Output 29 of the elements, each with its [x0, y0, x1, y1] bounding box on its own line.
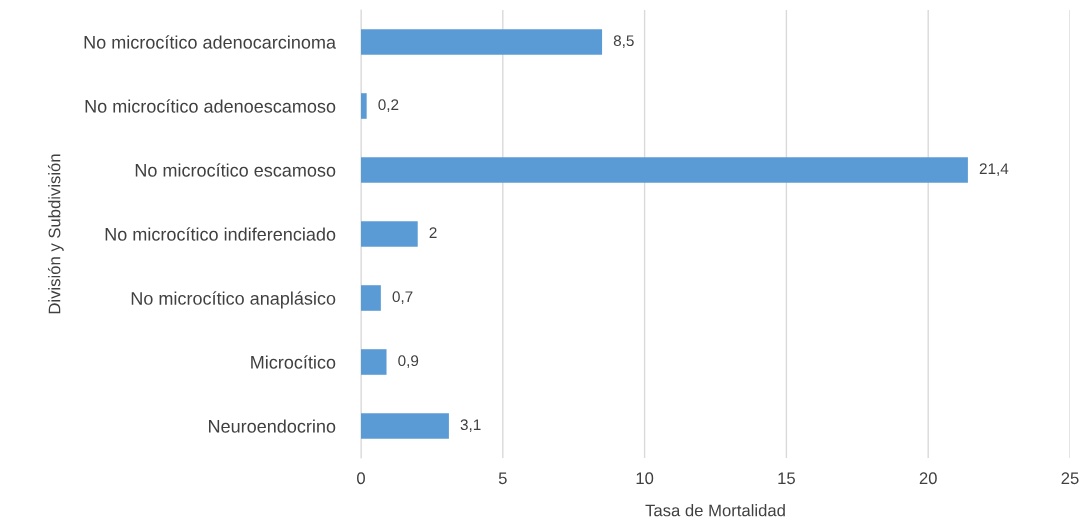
y-tick-label: Microcítico	[251, 355, 336, 369]
y-tick-label: No microcítico adenoescamoso	[85, 99, 336, 113]
data-label: 2	[429, 227, 437, 238]
data-label: 8,5	[613, 35, 634, 48]
x-axis-title: Tasa de Mortalidad	[645, 504, 785, 517]
data-label: 3,1	[460, 419, 481, 432]
bar	[361, 157, 968, 183]
data-label: 0,7	[392, 291, 413, 304]
data-label: 21,4	[979, 163, 1009, 176]
y-tick-label: No microcítico anaplásico	[131, 291, 336, 309]
y-axis-title: División y Subdivisión	[47, 154, 64, 314]
y-tick-label: No microcítico indiferenciado	[105, 227, 336, 241]
x-tick-label: 5	[498, 472, 507, 485]
data-label: 0,2	[378, 99, 399, 112]
y-tick-label: Neuroendocrino	[209, 419, 336, 433]
x-tick-label: 20	[919, 472, 937, 485]
bar	[361, 221, 418, 247]
x-tick-label: 15	[778, 472, 795, 485]
bar	[361, 349, 387, 375]
y-tick-label: No microcítico adenocarcinoma	[84, 35, 337, 49]
x-tick-label: 25	[1061, 472, 1079, 485]
bar	[361, 285, 381, 311]
bar	[361, 93, 367, 119]
y-tick-label: No microcítico escamoso	[135, 163, 336, 177]
data-label: 0,9	[398, 355, 419, 368]
x-tick-label: 10	[636, 472, 654, 485]
bar	[361, 413, 449, 439]
bar	[361, 29, 603, 55]
x-tick-label: 0	[357, 472, 365, 485]
